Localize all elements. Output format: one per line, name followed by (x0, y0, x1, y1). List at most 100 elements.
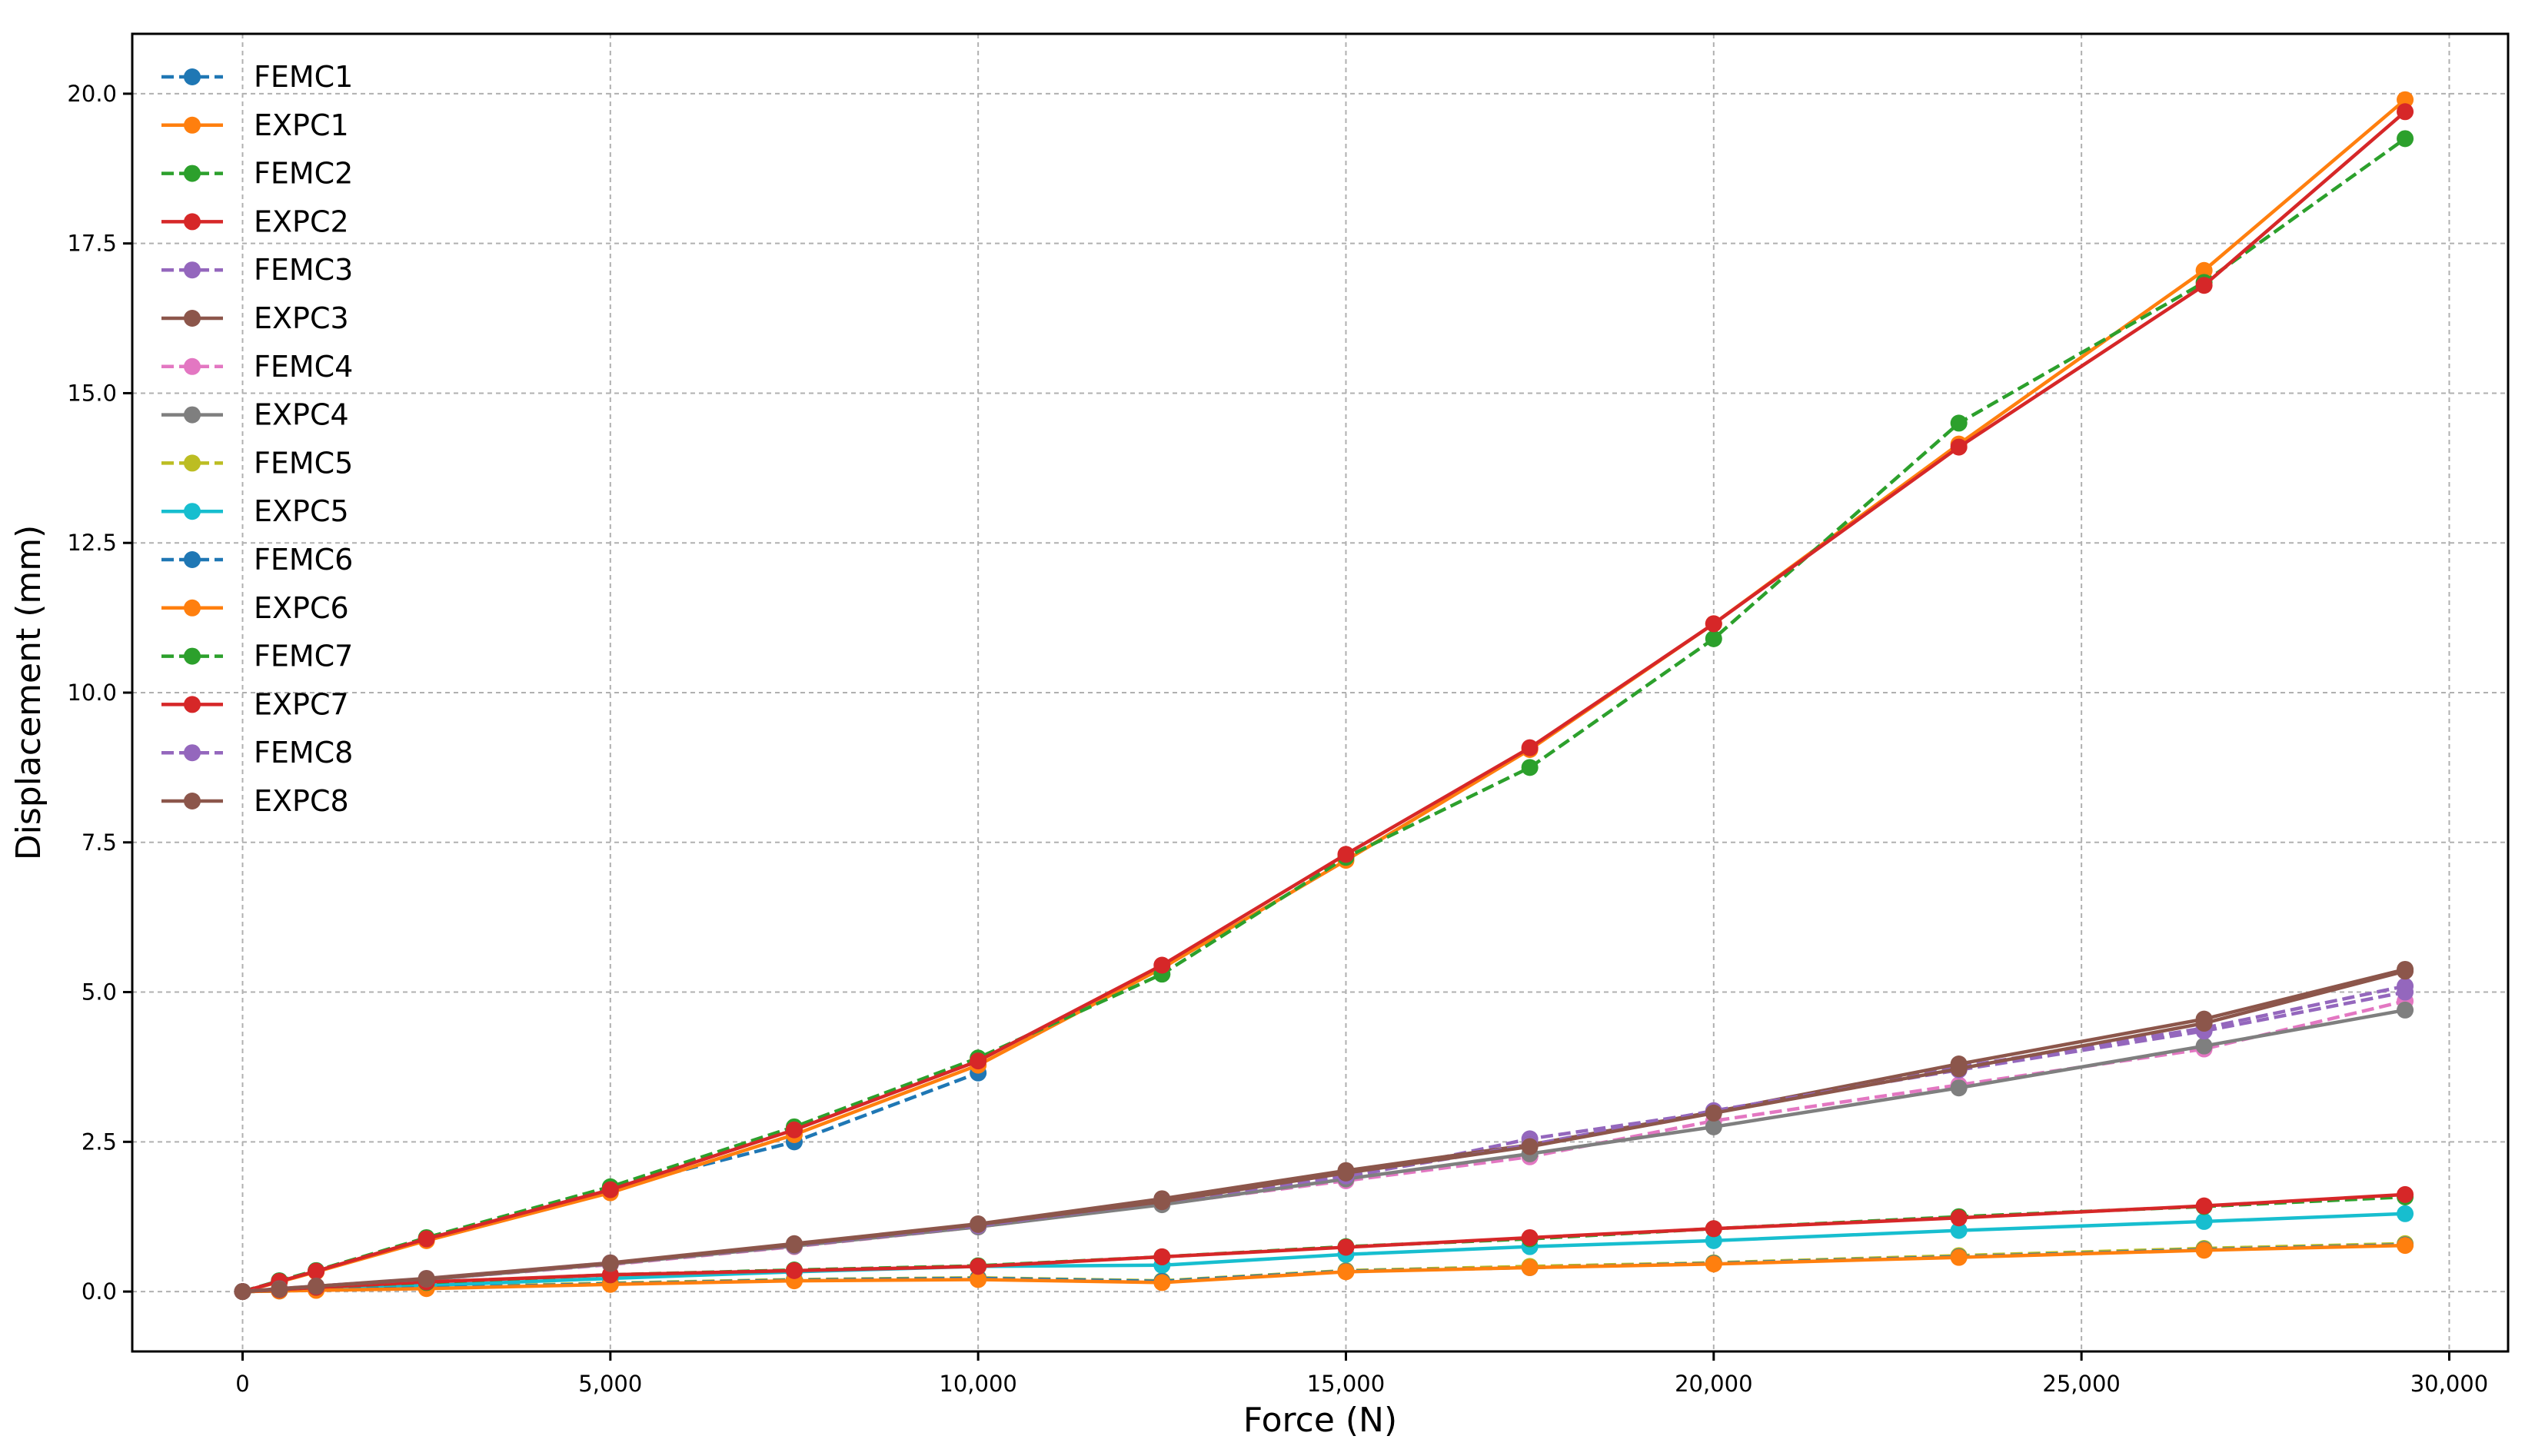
legend-label: EXPC8 (254, 784, 349, 818)
data-point (2195, 1197, 2213, 1215)
data-point (1521, 1258, 1539, 1276)
legend-marker (184, 503, 201, 520)
series-expc8 (234, 962, 2414, 1301)
data-point (785, 1236, 803, 1254)
legend-marker (184, 647, 201, 665)
y-tick-label: 5.0 (82, 979, 117, 1006)
legend-label: FEMC8 (254, 736, 353, 770)
legend-item: EXPC6 (161, 591, 349, 625)
legend-item: FEMC3 (161, 253, 353, 287)
x-tick-label: 30,000 (2410, 1371, 2488, 1397)
y-tick-label: 10.0 (67, 680, 117, 706)
legend-marker (184, 406, 201, 424)
legend-marker (184, 744, 201, 762)
legend-item: FEMC5 (161, 446, 353, 480)
data-point (1705, 1232, 1722, 1249)
grid (132, 34, 2508, 1351)
data-point (2397, 1237, 2414, 1255)
data-point (1705, 615, 1722, 633)
legend-item: FEMC4 (161, 350, 353, 384)
data-point (1153, 1274, 1171, 1291)
data-point (2195, 277, 2213, 294)
data-point (1521, 739, 1539, 756)
data-point (1950, 1079, 1968, 1097)
data-point (2397, 962, 2414, 980)
data-point (1337, 1263, 1355, 1281)
legend-item: EXPC1 (161, 108, 349, 142)
y-tick-label: 17.5 (67, 231, 117, 257)
y-tick-label: 7.5 (82, 829, 117, 856)
legend-label: EXPC6 (254, 591, 349, 625)
data-point (1950, 1060, 1968, 1078)
legend-item: EXPC7 (161, 687, 349, 721)
legend-label: FEMC7 (254, 640, 353, 673)
data-point (1153, 1193, 1171, 1211)
data-point (1153, 1248, 1171, 1265)
y-tick-label: 2.5 (82, 1129, 117, 1155)
legend-marker (184, 261, 201, 279)
data-point (1521, 759, 1539, 776)
data-point (2397, 1001, 2414, 1019)
y-tick-label: 15.0 (67, 380, 117, 406)
series-line (242, 1243, 2406, 1294)
legend-marker (184, 165, 201, 182)
data-point (785, 1262, 803, 1279)
legend-marker (184, 599, 201, 617)
x-tick-label: 25,000 (2042, 1371, 2120, 1397)
x-tick-label: 15,000 (1307, 1371, 1385, 1397)
data-point (1950, 438, 1968, 456)
data-point (1705, 630, 1722, 647)
y-tick-label: 12.5 (67, 530, 117, 556)
data-point (1337, 846, 1355, 863)
data-point (1337, 1238, 1355, 1256)
legend-label: FEMC4 (254, 350, 353, 384)
legend-item: FEMC8 (161, 736, 353, 770)
data-point (234, 1283, 251, 1301)
legend: FEMC1 EXPC1 FEMC2 EXPC2 FEMC3 EXPC3 FEMC4 EXPC4… (161, 60, 353, 818)
data-point (308, 1278, 325, 1295)
data-point (308, 1262, 325, 1280)
legend-label: EXPC1 (254, 108, 349, 142)
x-tick-label: 10,000 (939, 1371, 1016, 1397)
legend-item: FEMC6 (161, 543, 353, 577)
legend-label: FEMC2 (254, 157, 353, 191)
legend-label: EXPC2 (254, 204, 349, 238)
x-axis-title: Force (N) (1243, 1401, 1397, 1440)
data-point (1521, 1138, 1539, 1155)
data-point (970, 1271, 987, 1288)
legend-marker (184, 357, 201, 375)
data-point (785, 1121, 803, 1139)
y-tick-label: 0.0 (82, 1278, 117, 1305)
data-point (2195, 1242, 2213, 1259)
legend-marker (184, 793, 201, 809)
legend-label: FEMC3 (254, 253, 353, 287)
x-tick-label: 0 (235, 1371, 249, 1397)
data-point (601, 1255, 619, 1272)
legend-item: EXPC8 (161, 784, 349, 818)
data-point (1705, 1104, 1722, 1122)
legend-item: FEMC1 (161, 60, 353, 94)
data-point (970, 1215, 987, 1233)
y-tick-label: 20.0 (67, 81, 117, 107)
series-line (242, 969, 2406, 1294)
legend-label: FEMC1 (254, 60, 353, 94)
legend-marker (184, 696, 201, 713)
data-point (2195, 261, 2213, 279)
data-point (418, 1270, 435, 1288)
legend-label: FEMC5 (254, 446, 353, 480)
legend-marker (184, 310, 201, 327)
series-expc2 (234, 103, 2414, 1301)
data-point (1705, 1118, 1722, 1135)
legend-marker (184, 213, 201, 231)
x-tick-label: 20,000 (1675, 1371, 1752, 1397)
data-point (2397, 91, 2414, 108)
data-point (1950, 414, 1968, 432)
legend-label: FEMC6 (254, 543, 353, 577)
legend-label: EXPC5 (254, 494, 349, 528)
legend-item: EXPC5 (161, 494, 349, 528)
data-point (1705, 1220, 1722, 1238)
data-point (1950, 1248, 1968, 1266)
legend-label: EXPC7 (254, 687, 349, 721)
